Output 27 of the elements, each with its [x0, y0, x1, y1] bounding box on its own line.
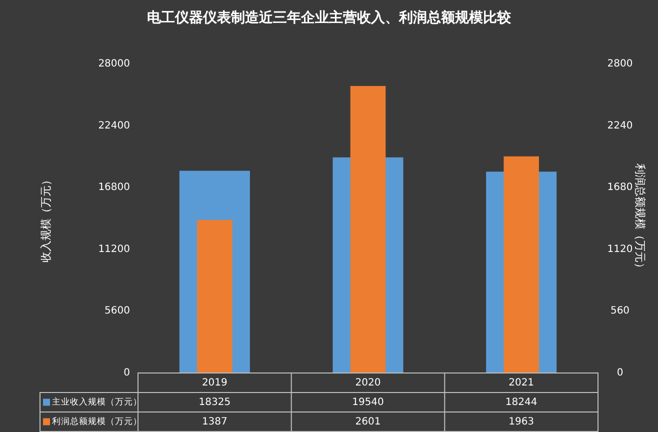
legend-label: 主业收入规模（万元）: [52, 396, 142, 408]
x-tick-label: 2020: [355, 377, 381, 388]
y-tick-label: 0: [124, 368, 130, 378]
data-label: 18325: [198, 396, 231, 408]
y2-tick-label: 2240: [607, 120, 633, 132]
y2-tick-label: 0: [616, 368, 624, 378]
y-tick-label: 5600: [104, 306, 130, 317]
y-tick-label: 28000: [98, 58, 130, 70]
y2-axis-title: 利润总额规模（万元）: [634, 164, 646, 274]
y2-tick-label: 560: [610, 306, 630, 317]
y-tick-label: 11200: [98, 244, 130, 255]
data-label: 1963: [508, 416, 534, 428]
data-label: 19540: [352, 396, 384, 408]
x-tick-label: 2019: [202, 377, 228, 388]
data-label: 1387: [202, 416, 228, 428]
data-label: 2601: [355, 416, 381, 428]
bar: [197, 220, 232, 373]
y2-tick-label: 1680: [607, 182, 633, 194]
y-tick-label: 16800: [98, 182, 130, 194]
y2-tick-label: 1120: [607, 244, 633, 255]
data-label: 18244: [505, 396, 538, 408]
chart-title: 电工仪器仪表制造近三年企业主营收入、利润总额规模比较: [147, 9, 512, 26]
y-axis-title: 收入规模（万元）: [40, 174, 52, 262]
y2-tick-label: 2800: [607, 58, 633, 70]
legend-label: 利润总额规模（万元）: [52, 416, 142, 427]
x-tick-label: 2021: [508, 377, 534, 388]
y-tick-label: 22400: [98, 120, 130, 132]
